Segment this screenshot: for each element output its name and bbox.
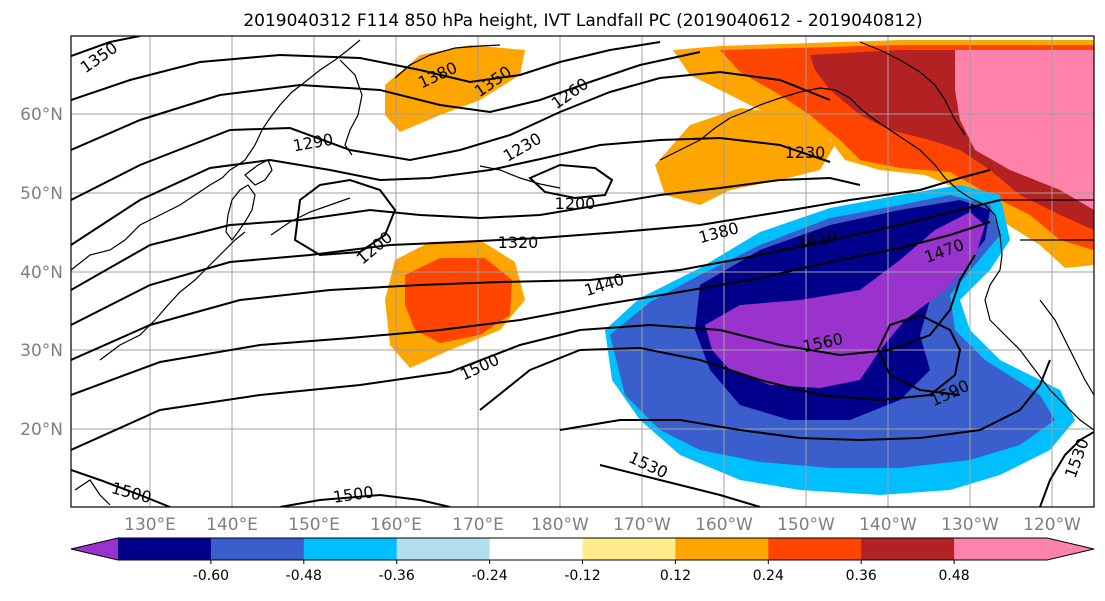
- lon-label: 170°E: [452, 515, 504, 535]
- colorbar-tick-label: 0.12: [660, 568, 691, 584]
- colorbar-tick-label: -0.36: [379, 568, 415, 584]
- lon-label: 140°E: [206, 515, 258, 535]
- colorbar-tick-label: -0.24: [471, 568, 507, 584]
- colorbar-tick-label: 0.24: [753, 568, 784, 584]
- colorbar-segment: [210, 538, 305, 560]
- lon-label: 160°W: [695, 515, 753, 535]
- colorbar-outline: [70, 537, 1095, 561]
- contour-label: 1320: [498, 233, 539, 252]
- colorbar-segment: [861, 538, 955, 560]
- colorbar-segment: [675, 538, 769, 560]
- colorbar-segment: [768, 538, 862, 560]
- longitude-labels: 130°E 140°E 150°E 160°E 170°E 180°W 170°…: [124, 515, 1081, 535]
- colorbar-segment: [582, 538, 676, 560]
- map-border: [70, 35, 1095, 508]
- colorbar-segments: [118, 538, 1048, 560]
- colorbar-min-extension: [71, 538, 118, 560]
- lon-label: 150°E: [288, 515, 340, 535]
- colorbar-ticks: -0.60 -0.48 -0.36 -0.24 -0.12 0.12 0.24 0.36 0.4…: [193, 560, 970, 584]
- colorbar-tick-label: 0.36: [846, 568, 877, 584]
- lat-label: 50°N: [20, 184, 63, 204]
- height-contours: [71, 36, 1094, 507]
- colorbar-segment: [118, 538, 212, 560]
- lon-label: 130°W: [941, 515, 999, 535]
- colorbar-tick-label: -0.60: [193, 568, 229, 584]
- lat-label: 60°N: [20, 105, 63, 125]
- lat-label: 40°N: [20, 263, 63, 283]
- colorbar-tick-label: -0.12: [564, 568, 600, 584]
- lon-label: 180°W: [531, 515, 589, 535]
- colorbar-tick-label: -0.48: [286, 568, 322, 584]
- colorbar-segment: [489, 538, 583, 560]
- map-title: 2019040312 F114 850 hPa height, IVT Land…: [243, 11, 922, 31]
- lon-label: 160°E: [370, 515, 422, 535]
- lat-label: 30°N: [20, 341, 63, 361]
- lon-label: 120°W: [1023, 515, 1081, 535]
- lon-label: 150°W: [777, 515, 835, 535]
- colorbar: -0.60 -0.48 -0.36 -0.24 -0.12 0.12 0.24 0.36 0.4…: [70, 537, 1095, 584]
- contour-label: 1230: [785, 143, 826, 162]
- lat-label: 20°N: [20, 420, 63, 440]
- colorbar-segment: [303, 538, 398, 560]
- latitude-labels: 60°N 50°N 40°N 30°N 20°N: [20, 105, 63, 440]
- colorbar-segment: [396, 538, 491, 560]
- contour-label: 1200: [555, 194, 596, 213]
- colorbar-tick-label: 0.48: [939, 568, 970, 584]
- lon-label: 170°W: [613, 515, 671, 535]
- lon-label: 140°W: [859, 515, 917, 535]
- map-area: 1350 1380 1350 1260 1290 1230 1230 1200 …: [71, 36, 1094, 507]
- lon-label: 130°E: [124, 515, 176, 535]
- colorbar-max-extension: [1047, 538, 1094, 560]
- colorbar-segment: [954, 538, 1048, 560]
